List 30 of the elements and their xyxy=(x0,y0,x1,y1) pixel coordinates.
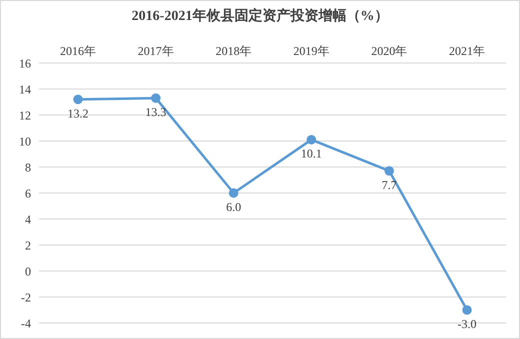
y-tick-label: 4 xyxy=(25,212,31,226)
y-tick-label: 16 xyxy=(19,56,31,70)
y-tick-label: -4 xyxy=(21,316,31,330)
point xyxy=(151,93,161,103)
y-tick-label: -2 xyxy=(21,290,31,304)
data-label: 13.2 xyxy=(68,106,88,120)
x-tick-label: 2016年 xyxy=(60,44,96,58)
data-label: -3.0 xyxy=(458,317,476,331)
y-tick-label: 10 xyxy=(19,134,31,148)
point xyxy=(228,188,238,198)
point xyxy=(306,134,316,144)
y-tick-label: 6 xyxy=(25,186,31,200)
y-tick-label: 12 xyxy=(19,108,31,122)
y-tick-label: 14 xyxy=(19,82,31,96)
chart-title: 2016-2021年攸县固定资产投资增幅（%） xyxy=(130,7,390,25)
y-tick-label: 0 xyxy=(25,264,31,278)
point xyxy=(462,305,472,315)
y-tick-label: 8 xyxy=(25,160,31,174)
x-tick-label: 2018年 xyxy=(216,44,252,58)
y-tick-label: 2 xyxy=(25,238,31,252)
data-label: 7.7 xyxy=(382,178,397,192)
data-label: 6.0 xyxy=(226,200,242,214)
x-tick-label: 2020年 xyxy=(371,44,408,58)
x-tick-label: 2017年 xyxy=(138,44,174,58)
data-label: 13.3 xyxy=(145,105,166,120)
point xyxy=(384,166,394,176)
x-tick-label: 2019年 xyxy=(293,44,330,58)
data-label: 10.1 xyxy=(300,146,322,161)
x-tick-label: 2021年 xyxy=(449,44,485,58)
point xyxy=(73,94,83,104)
